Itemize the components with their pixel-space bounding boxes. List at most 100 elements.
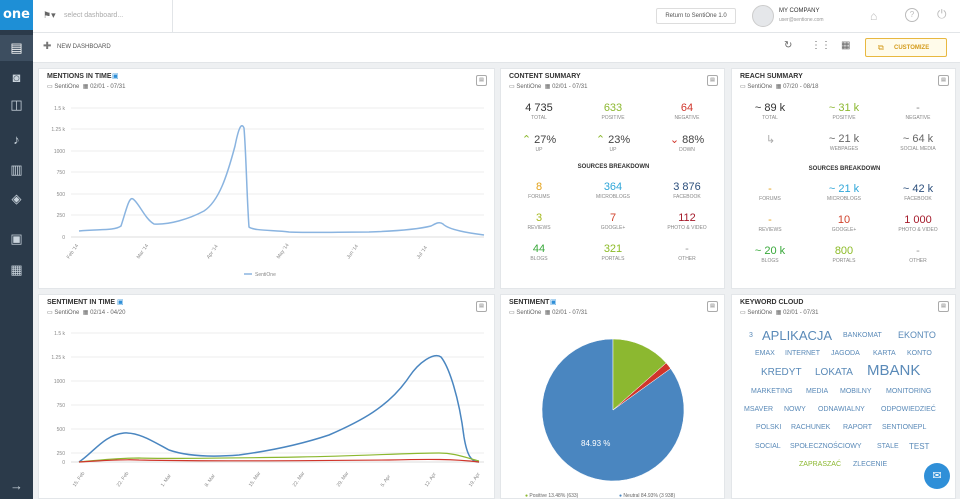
avatar[interactable]: [752, 5, 774, 27]
help-icon[interactable]: ?: [905, 8, 919, 22]
legend-label[interactable]: SentiOne: [255, 272, 276, 278]
keyword[interactable]: STALE: [877, 443, 899, 450]
export-button[interactable]: ▤: [938, 75, 949, 86]
keyword[interactable]: SOCIAL: [755, 443, 781, 450]
export-button[interactable]: ▤: [476, 75, 487, 86]
positive-line: [78, 452, 480, 463]
keyword[interactable]: EMAX: [755, 350, 775, 357]
source-stat: 800 PORTALS: [832, 245, 856, 264]
new-dashboard-button[interactable]: NEW DASHBOARD: [57, 44, 111, 50]
keyword[interactable]: RACHUNEK: [791, 424, 831, 431]
keyword[interactable]: ODPOWIEDZIEĆ: [881, 406, 936, 413]
top-bar: ⚑▾ select dashboard... Return to SentiOn…: [33, 0, 960, 33]
report-icon[interactable]: ▦: [10, 262, 23, 277]
plus-icon[interactable]: ✚: [43, 41, 52, 52]
keyword[interactable]: MSAVER: [744, 406, 774, 413]
y-tick: 1.25 k: [51, 355, 65, 361]
legend-positive[interactable]: ● Positive 13.48% (633): [525, 493, 579, 499]
x-tick: Feb '14: [66, 243, 81, 260]
keyword[interactable]: RAPORT: [843, 424, 873, 431]
power-icon[interactable]: ⏻: [937, 7, 947, 21]
keyword[interactable]: KARTA: [873, 350, 896, 357]
customize-button[interactable]: ⧉ CUSTOMIZE: [865, 38, 947, 57]
source-stat: 7 GOOGLE+: [600, 212, 626, 231]
info-icon[interactable]: ▣: [112, 73, 119, 80]
pie-slice-positive[interactable]: [612, 338, 667, 411]
y-gridlines: [71, 332, 484, 463]
inbox-icon[interactable]: ⌂: [870, 9, 878, 23]
app-logo[interactable]: one: [0, 0, 33, 30]
source-icon: ▭: [740, 84, 746, 90]
panel-title: SENTIMENT IN TIME: [47, 299, 116, 306]
trend-down: ⌄ 88% DOWN: [669, 134, 705, 153]
info-icon[interactable]: ▣: [117, 299, 124, 306]
dashboard-select[interactable]: select dashboard...: [64, 12, 124, 19]
keyword[interactable]: MBANK: [867, 362, 921, 379]
keyword[interactable]: NOWY: [784, 406, 806, 413]
legend-neutral[interactable]: ● Neutral 84.93% (3 938): [619, 493, 676, 499]
keyword[interactable]: TEST: [909, 442, 930, 451]
source-stat: 3 876 FACEBOOK: [673, 181, 701, 200]
keyword[interactable]: JAGODA: [831, 350, 860, 357]
source-stat: ~ 21 k MICROBLOGS: [827, 183, 861, 202]
export-button[interactable]: ▤: [938, 301, 949, 312]
reach-summary-panel: REACH SUMMARY ▭ SentiOne ▦ 07/20 - 08/18…: [731, 68, 956, 289]
x-tick: Apr '14: [206, 244, 220, 260]
keyword[interactable]: POLSKI: [756, 424, 782, 431]
keyword[interactable]: SENTIONEPL: [882, 424, 927, 431]
keyword[interactable]: ZAPRASZAĆ: [799, 461, 842, 468]
chat-icon[interactable]: ✉: [924, 463, 950, 489]
keyword[interactable]: INTERNET: [785, 350, 820, 357]
export-button[interactable]: ▤: [707, 301, 718, 312]
keyword[interactable]: KONTO: [907, 350, 932, 357]
alerts-icon[interactable]: ♪: [13, 131, 20, 147]
keyword[interactable]: BANKOMAT: [843, 332, 882, 339]
projects-icon[interactable]: ◫: [10, 97, 23, 112]
source-stat: 10 GOOGLE+: [831, 214, 857, 233]
return-button[interactable]: Return to SentiOne 1.0: [656, 8, 736, 24]
breakdown-heading: SOURCES BREAKDOWN: [577, 164, 650, 170]
expand-arrow-icon[interactable]: →: [10, 477, 23, 493]
export-button[interactable]: ▤: [707, 75, 718, 86]
reach-negative: - NEGATIVE: [905, 102, 931, 121]
keyword[interactable]: ZLECENIE: [853, 461, 888, 468]
calendar-icon: ▦: [774, 310, 782, 316]
filter-icon[interactable]: ⚑▾: [43, 10, 56, 20]
keyword[interactable]: MEDIA: [806, 388, 829, 395]
source-stat: - OTHER: [909, 245, 927, 264]
keyword[interactable]: 3: [749, 332, 753, 339]
tag-icon[interactable]: ◈: [11, 191, 22, 206]
negative-line: [78, 458, 480, 463]
dashboard-icon[interactable]: ▤: [0, 35, 33, 61]
panel-title: KEYWORD CLOUD: [740, 299, 804, 306]
refresh-icon[interactable]: ↻: [784, 40, 793, 51]
pie-slice-negative[interactable]: [612, 362, 671, 411]
mentions-icon[interactable]: ◙: [12, 69, 21, 85]
sentiment-panel: SENTIMENT ▣ ▭ SentiOne ▦ 02/01 - 07/31 ▤…: [500, 294, 725, 499]
x-tick: Jul '14: [416, 245, 429, 260]
keyword[interactable]: KREDYT: [761, 367, 802, 378]
keyword[interactable]: MARKETING: [751, 388, 793, 395]
source-icon: ▭: [740, 310, 746, 316]
book-icon[interactable]: ▥: [10, 162, 23, 177]
keyword[interactable]: MONITORING: [886, 388, 932, 395]
keyword[interactable]: SPOŁECZNOŚCIOWY: [790, 443, 862, 450]
info-icon[interactable]: ▣: [550, 299, 557, 306]
calendar-icon[interactable]: ▦: [841, 40, 851, 51]
keyword[interactable]: MOBILNY: [840, 388, 872, 395]
date-range: 02/01 - 07/31: [90, 84, 126, 90]
keyword[interactable]: ODNAWIALNY: [818, 406, 865, 413]
panel-subtitle: ▭ SentiOne ▦ 02/01 - 07/31: [509, 83, 587, 90]
keyword[interactable]: LOKATA: [815, 367, 853, 378]
customize-icon: ⧉: [878, 43, 884, 52]
keyword[interactable]: EKONTO: [898, 330, 936, 340]
clipboard-icon[interactable]: ▣: [10, 231, 23, 246]
export-button[interactable]: ▤: [476, 301, 487, 312]
grid-icon[interactable]: ⋮⋮: [811, 40, 831, 51]
date-range: 07/20 - 08/18: [783, 84, 819, 90]
keyword[interactable]: APLIKACJA: [762, 328, 833, 343]
y-tick: 1000: [54, 149, 65, 155]
positive-stat: 633 POSITIVE: [601, 102, 625, 121]
source-stat: - REVIEWS: [758, 214, 782, 233]
sidebar: one ▤ ◙ ◫ ♪ ▥ ◈ ▣ ▦ →: [0, 0, 33, 499]
